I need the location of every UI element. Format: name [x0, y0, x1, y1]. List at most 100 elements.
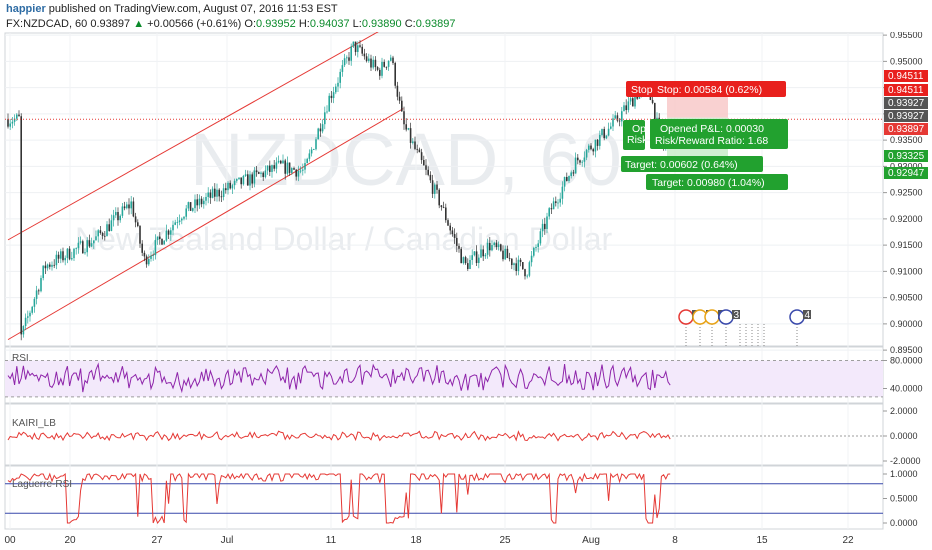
candle-body	[148, 258, 150, 265]
candle-body	[24, 317, 27, 327]
candle-body	[121, 206, 124, 216]
risk-small-label: Risk	[627, 134, 648, 146]
candle-body	[601, 128, 603, 135]
candle-body	[482, 249, 484, 257]
candle-body	[266, 165, 269, 171]
candle-body	[7, 119, 9, 127]
publish-line: happier published on TradingView.com, Au…	[6, 3, 338, 15]
candle-body	[387, 60, 390, 67]
candle-body	[581, 161, 583, 163]
candle-body	[167, 230, 170, 235]
candle-body	[629, 98, 632, 102]
candle-body	[277, 160, 280, 163]
candle-body	[214, 188, 216, 197]
event-count-bg	[803, 310, 811, 319]
candle-body	[445, 207, 447, 221]
candle-body	[192, 208, 194, 211]
price-tag-bg	[884, 167, 928, 179]
candle-body	[143, 252, 146, 257]
candle-body	[51, 264, 53, 267]
candle-body	[106, 224, 108, 237]
candle-body	[467, 263, 469, 269]
candle-body	[550, 208, 553, 210]
candle-body	[632, 98, 634, 107]
time-tick-label: 11	[326, 535, 337, 546]
candle-body	[407, 128, 410, 130]
candle-body	[227, 182, 229, 191]
candle-body	[18, 114, 20, 117]
pnl-label-bg[interactable]	[650, 119, 788, 149]
candle-body	[31, 306, 33, 313]
candle-body	[216, 189, 218, 197]
candle-body	[203, 200, 205, 205]
candle-body	[207, 192, 209, 197]
candle-body	[163, 240, 165, 245]
events[interactable]: 12234	[678, 309, 811, 346]
candle-body	[79, 241, 82, 243]
candle-body	[357, 45, 359, 53]
candle-body	[225, 188, 227, 191]
candle-body	[442, 207, 445, 208]
candle-body	[607, 128, 610, 136]
candle-body	[363, 53, 366, 57]
candle-body	[577, 157, 579, 161]
candle-body	[152, 255, 154, 256]
candle-body	[55, 254, 58, 266]
candle-body	[341, 65, 344, 72]
candle-body	[570, 172, 572, 177]
flag-icon	[704, 309, 720, 325]
stop-small-label: Stop	[631, 84, 653, 96]
candle-body	[220, 196, 223, 198]
target2-label-bg[interactable]	[646, 174, 788, 190]
candle-body	[568, 176, 570, 181]
candle-body	[429, 174, 432, 181]
header-bar: happier published on TradingView.com, Au…	[0, 0, 932, 32]
time-tick-label: 8	[672, 535, 678, 546]
candle-body	[502, 250, 504, 260]
candle-body	[524, 269, 526, 277]
candle-body	[315, 139, 317, 150]
symbol-label[interactable]: FX:NZDCAD, 60	[6, 18, 88, 30]
candle-body	[38, 290, 40, 292]
candle-body	[174, 222, 176, 225]
opened-pnl-label: Opened P&L: 0.00030	[660, 123, 764, 135]
candle-body	[189, 202, 192, 211]
flag-icon	[789, 309, 805, 325]
candle-body	[612, 118, 614, 127]
laguerre-pane[interactable]	[4, 465, 884, 530]
candle-body	[16, 114, 18, 119]
candle-body	[522, 262, 524, 270]
candle-body	[291, 168, 293, 173]
candle-body	[253, 170, 256, 184]
candle-body	[579, 160, 581, 163]
laguerre-title: Laguerre-RSI	[12, 479, 72, 490]
candle-body	[194, 199, 196, 209]
candle-body	[526, 275, 528, 277]
candle-body	[97, 230, 99, 237]
candle-body	[288, 162, 291, 173]
candle-body	[104, 235, 106, 237]
time-tick-label: Aug	[582, 535, 600, 546]
price-tick-label: 0.92500	[890, 188, 923, 198]
candle-body	[627, 101, 630, 111]
price-tick-label: 0.93000	[890, 161, 923, 171]
candle-body	[150, 255, 152, 259]
target2-label: Target: 0.00980 (1.04%)	[652, 177, 765, 189]
candle-body	[548, 208, 550, 217]
candle-body	[420, 152, 423, 161]
candle-body	[73, 248, 75, 259]
candle-body	[533, 247, 535, 256]
author-link[interactable]: happier	[6, 3, 46, 15]
candle-body	[537, 243, 539, 247]
price-tag-label: 0.93897	[888, 124, 925, 135]
candle-body	[396, 85, 399, 97]
candle-body	[491, 245, 493, 251]
kairi-pane[interactable]	[4, 403, 884, 466]
candle-body	[319, 128, 322, 132]
target1-label-bg[interactable]	[621, 156, 763, 172]
stop-label-bg[interactable]	[626, 81, 786, 97]
candle-body	[379, 69, 381, 76]
candle-body	[583, 157, 586, 162]
channel-lines[interactable]	[7, 24, 404, 341]
